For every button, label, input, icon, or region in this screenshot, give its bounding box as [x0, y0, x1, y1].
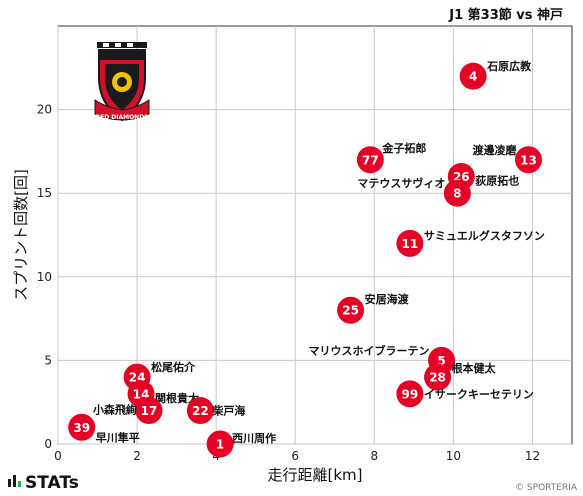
chart-title: J1 第33節 vs 神戸: [448, 7, 563, 23]
player-name-label: 松尾佑介: [151, 360, 196, 374]
player-marker: [337, 296, 365, 324]
player-marker: [206, 430, 234, 458]
stats-brand-text: STATs: [25, 473, 79, 493]
player-marker: [135, 397, 163, 425]
x-tick-label: 2: [133, 449, 141, 463]
player-point: 25 安居海渡: [337, 292, 410, 324]
x-axis-label: 走行距離[km]: [267, 466, 362, 484]
player-marker: [356, 146, 384, 174]
player-number: 1: [216, 438, 224, 452]
player-point: 5 マリウスホイブラーテン: [309, 343, 456, 374]
player-name-label: 柴戸海: [211, 404, 245, 418]
x-tick-label: 0: [54, 449, 62, 463]
player-point: 17 小森飛絢: [92, 397, 163, 425]
player-marker: [396, 229, 424, 257]
y-axis-label: スプリント回数[回]: [12, 169, 30, 301]
y-tick-label: 10: [37, 270, 52, 284]
player-marker: [459, 62, 487, 90]
crest-text: RED DIAMONDS: [95, 114, 148, 121]
player-number: 4: [469, 70, 477, 84]
player-point: 22 柴戸海: [186, 397, 245, 425]
player-name-label: 早川隼平: [96, 430, 140, 444]
player-name-label: マリウスホイブラーテン: [309, 343, 430, 357]
credit-text: © SPORTERIA: [515, 483, 578, 493]
player-marker: [424, 363, 452, 391]
player-name-label: サミュエルグスタフソン: [424, 228, 545, 242]
y-tick-label: 0: [44, 437, 52, 451]
y-tick-label: 20: [37, 103, 52, 117]
player-number: 39: [73, 421, 90, 435]
player-number: 5: [437, 354, 445, 368]
x-ticks: 024681012: [54, 449, 540, 463]
y-tick-label: 5: [44, 353, 52, 367]
player-name-label: 渡邊凌磨: [473, 143, 518, 157]
y-tick-label: 15: [37, 186, 52, 200]
x-tick-label: 12: [525, 449, 540, 463]
player-name-label: 安居海渡: [365, 292, 410, 306]
player-number: 77: [362, 153, 379, 167]
player-point: 4 石原広教: [459, 59, 532, 90]
player-point: 8 マテウスサヴィオ: [357, 176, 471, 207]
x-tick-label: 8: [370, 449, 378, 463]
player-marker: [186, 397, 214, 425]
club-crest-logo: RED DIAMONDS: [94, 42, 150, 122]
player-marker: [68, 413, 96, 441]
player-name-label: 小森飛絢: [92, 403, 137, 417]
player-number: 11: [402, 237, 419, 251]
player-marker: [443, 179, 471, 207]
player-name-label: 石原広教: [486, 59, 532, 73]
player-point: 28 根本健太: [424, 361, 497, 391]
player-name-label: イサークキーセテリン: [424, 388, 534, 401]
player-number: 99: [402, 387, 419, 401]
player-point: 11 サミュエルグスタフソン: [396, 228, 545, 257]
stats-bar-icon: [8, 479, 11, 487]
player-name-label: 荻原拓也: [475, 173, 519, 187]
player-marker: [396, 380, 424, 408]
x-tick-label: 6: [291, 449, 299, 463]
player-point: 99 イサークキーセテリン: [396, 380, 534, 408]
player-name-label: 関根貴大: [155, 391, 199, 405]
player-number: 13: [520, 153, 537, 167]
player-point: 1 西川周作: [206, 430, 276, 458]
player-name-label: 西川周作: [232, 431, 276, 445]
x-tick-label: 10: [446, 449, 461, 463]
player-number: 28: [429, 371, 446, 385]
y-ticks: 0 5 10 15 20: [37, 103, 52, 451]
player-marker: [515, 146, 543, 174]
player-name-label: マテウスサヴィオ: [357, 176, 445, 190]
player-name-label: 根本健太: [452, 361, 497, 375]
player-number: 25: [342, 304, 359, 318]
player-number: 17: [141, 404, 158, 418]
player-number: 8: [453, 187, 461, 201]
player-point: 39 早川隼平: [68, 413, 140, 444]
player-name-label: 金子拓郎: [381, 141, 426, 155]
player-number: 22: [192, 404, 209, 418]
stats-brand: STATs: [8, 473, 79, 493]
